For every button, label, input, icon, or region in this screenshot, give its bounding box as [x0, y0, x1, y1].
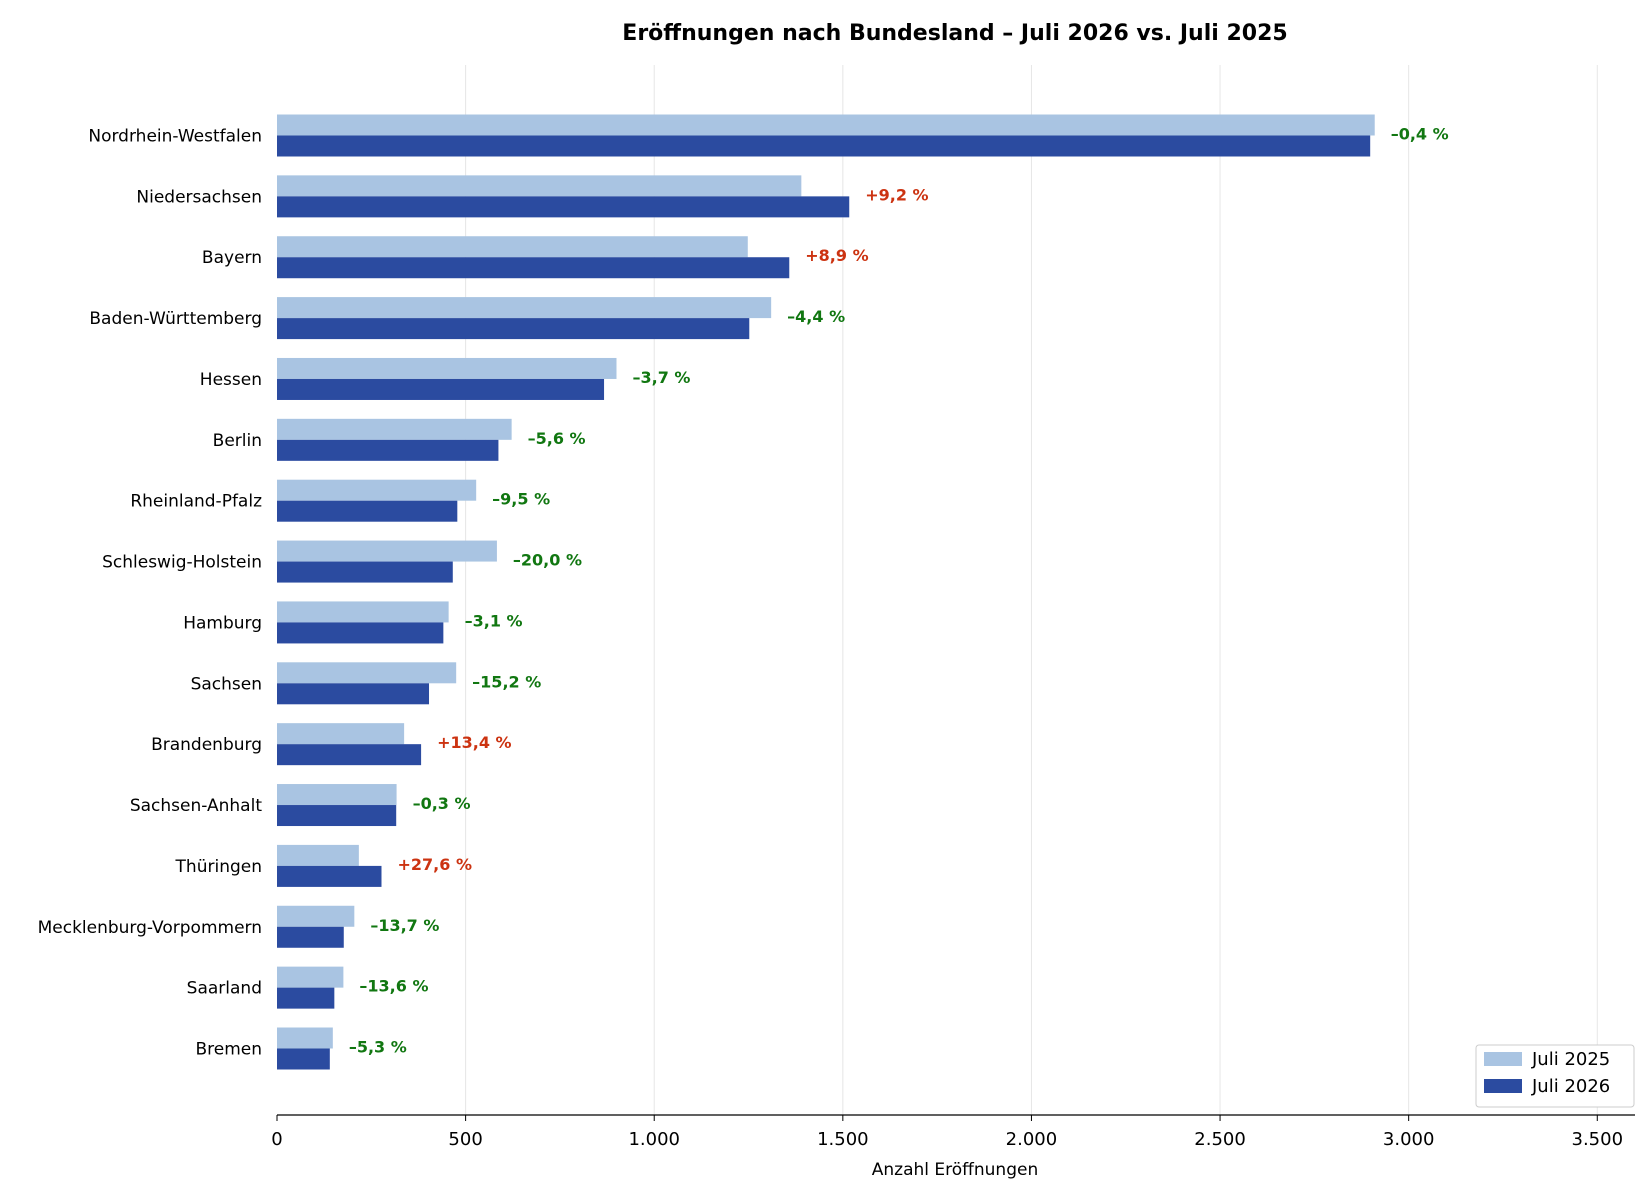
change-label: –5,3 % — [349, 1038, 407, 1057]
bar-juli-2026 — [277, 439, 499, 461]
category-label: Bayern — [202, 248, 262, 268]
change-label: –20,0 % — [513, 551, 582, 570]
change-label: –13,7 % — [370, 916, 439, 935]
x-axis-label: Anzahl Eröffnungen — [872, 1160, 1038, 1180]
bar-juli-2025 — [277, 601, 449, 623]
bar-juli-2025 — [277, 662, 457, 684]
category-label: Sachsen — [191, 674, 262, 694]
bar-juli-2025 — [277, 966, 344, 988]
bar-juli-2026 — [277, 318, 750, 340]
bar-juli-2025 — [277, 418, 512, 440]
change-label: –5,6 % — [528, 429, 586, 448]
category-label: Brandenburg — [151, 735, 262, 755]
bar-juli-2025 — [277, 1027, 333, 1049]
category-label: Saarland — [187, 979, 262, 999]
category-label: Hamburg — [183, 613, 262, 633]
bars-group — [277, 114, 1375, 1070]
change-label: –3,1 % — [465, 611, 523, 630]
legend-label: Juli 2025 — [1531, 1049, 1610, 1070]
category-label: Sachsen-Anhalt — [130, 796, 262, 816]
bar-juli-2025 — [277, 844, 359, 866]
bar-juli-2025 — [277, 297, 772, 319]
bar-juli-2025 — [277, 723, 405, 745]
category-label: Berlin — [213, 431, 262, 451]
change-label: –15,2 % — [472, 672, 541, 691]
legend-swatch — [1484, 1079, 1522, 1093]
bar-juli-2025 — [277, 114, 1375, 136]
grid-lines — [465, 65, 1598, 1115]
category-label: Thüringen — [175, 857, 262, 877]
x-tick-label: 1.500 — [817, 1129, 869, 1150]
x-tick-label: 1.000 — [628, 1129, 680, 1150]
change-label: +8,9 % — [805, 246, 868, 265]
bar-juli-2025 — [277, 175, 802, 197]
bar-juli-2025 — [277, 905, 355, 927]
bar-juli-2025 — [277, 784, 397, 806]
bar-juli-2026 — [277, 196, 850, 218]
legend-swatch — [1484, 1052, 1522, 1066]
change-label: +9,2 % — [865, 185, 928, 204]
x-tick-label: 3.500 — [1572, 1129, 1624, 1150]
change-label: –13,6 % — [359, 977, 428, 996]
chart-title: Eröffnungen nach Bundesland – Juli 2026 … — [622, 21, 1287, 46]
bar-juli-2026 — [277, 926, 344, 948]
bar-juli-2026 — [277, 865, 382, 887]
legend: Juli 2025 Juli 2026 — [1475, 1044, 1635, 1108]
bar-juli-2026 — [277, 500, 458, 522]
category-label: Bremen — [195, 1040, 262, 1060]
x-tick-label: 500 — [448, 1129, 482, 1150]
bar-juli-2026 — [277, 1048, 330, 1070]
x-tick-label: 2.000 — [1006, 1129, 1058, 1150]
category-label: Schleswig-Holstein — [102, 553, 262, 573]
category-label: Hessen — [200, 370, 262, 390]
change-label: +13,4 % — [437, 733, 511, 752]
bar-juli-2026 — [277, 561, 453, 583]
bar-juli-2026 — [277, 622, 444, 644]
change-label: +27,6 % — [397, 855, 471, 874]
bar-juli-2026 — [277, 378, 605, 400]
bar-juli-2025 — [277, 357, 617, 379]
change-label: –0,4 % — [1391, 125, 1449, 144]
bar-juli-2026 — [277, 257, 790, 279]
x-tick-label: 3.000 — [1383, 1129, 1435, 1150]
bar-juli-2025 — [277, 236, 748, 258]
x-tick-label: 2.500 — [1194, 1129, 1246, 1150]
bar-juli-2026 — [277, 744, 422, 766]
category-label: Mecklenburg-Vorpommern — [38, 918, 262, 938]
change-label: –4,4 % — [787, 307, 845, 326]
category-label: Baden-Württemberg — [89, 309, 262, 329]
bar-juli-2025 — [277, 540, 497, 562]
change-label: –0,3 % — [413, 794, 471, 813]
bar-juli-2026 — [277, 135, 1371, 157]
bar-juli-2026 — [277, 805, 397, 827]
legend-label: Juli 2026 — [1531, 1076, 1610, 1097]
bar-juli-2025 — [277, 479, 477, 501]
change-labels: –0,4 % +9,2 % +8,9 % –4,4 % –3,7 % –5,6 % –9,5… — [349, 125, 1449, 1057]
bar-juli-2026 — [277, 683, 430, 705]
category-label: Nordrhein-Westfalen — [88, 127, 262, 147]
x-tick-label: 0 — [271, 1129, 282, 1150]
category-label: Rheinland-Pfalz — [130, 492, 262, 512]
x-axis-ticks: 0 500 1.000 1.500 2.000 2.500 3.000 3.500 — [271, 1115, 1623, 1150]
bar-juli-2026 — [277, 987, 335, 1009]
category-labels: Nordrhein-Westfalen Niedersachsen Bayern Ba… — [38, 127, 263, 1060]
category-label: Niedersachsen — [136, 187, 262, 207]
change-label: –9,5 % — [492, 490, 550, 509]
change-label: –3,7 % — [633, 368, 691, 387]
